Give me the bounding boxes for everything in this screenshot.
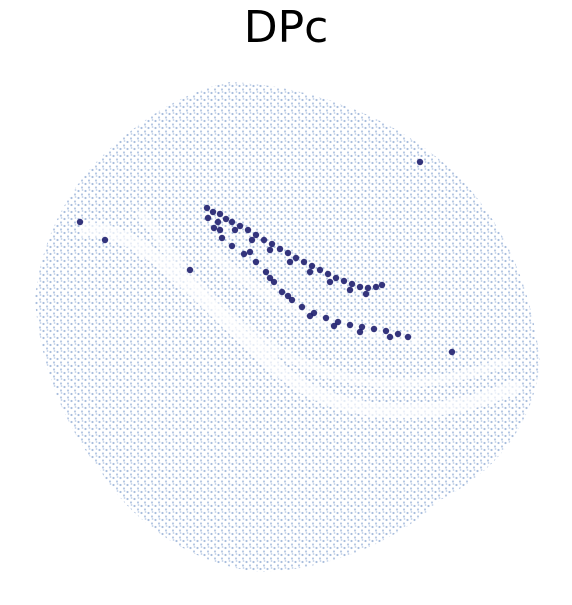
cell-point: [286, 258, 294, 266]
cell-point: [378, 281, 386, 289]
cell-point: [252, 258, 260, 266]
cell-point: [228, 218, 236, 226]
cell-point: [76, 218, 84, 226]
tissue-gap: [79, 222, 523, 419]
cell-point: [362, 290, 370, 298]
cell-point: [308, 262, 316, 270]
cell-point: [448, 348, 456, 356]
cell-point: [292, 254, 300, 262]
cell-point: [246, 248, 254, 256]
cell-point: [216, 226, 224, 234]
cell-point: [284, 292, 292, 300]
cell-point: [348, 280, 356, 288]
tissue-background: [35, 82, 540, 572]
cell-point: [306, 312, 314, 320]
cell-point: [394, 330, 402, 338]
cell-point: [382, 327, 390, 335]
cell-point: [372, 283, 380, 291]
cell-point: [288, 296, 296, 304]
cell-point: [322, 314, 330, 322]
cell-point: [214, 218, 222, 226]
cell-point: [340, 277, 348, 285]
cell-point: [332, 274, 340, 282]
cell-point: [203, 204, 211, 212]
cell-point: [404, 333, 412, 341]
cell-point: [334, 318, 342, 326]
cell-point: [416, 158, 424, 166]
cell-point: [370, 325, 378, 333]
cell-point: [216, 210, 224, 218]
cell-point: [101, 236, 109, 244]
cell-point: [330, 322, 338, 330]
cell-point: [300, 258, 308, 266]
cell-point: [231, 226, 239, 234]
cell-point: [364, 284, 372, 292]
cell-point: [324, 270, 332, 278]
cell-point: [204, 214, 212, 222]
cell-point: [276, 245, 284, 253]
cell-point: [252, 231, 260, 239]
cell-point: [326, 278, 334, 286]
cell-point: [266, 246, 274, 254]
tissue-gap: [205, 245, 421, 346]
cell-point: [218, 234, 226, 242]
cell-point: [306, 268, 314, 276]
tissue-region: [35, 82, 540, 572]
cell-point: [186, 266, 194, 274]
cell-point: [248, 236, 256, 244]
cell-point: [222, 215, 230, 223]
cell-point: [236, 222, 244, 230]
cell-point: [278, 288, 286, 296]
cell-point: [346, 321, 354, 329]
cell-point: [210, 224, 218, 232]
cell-point: [209, 208, 217, 216]
cell-point: [244, 226, 252, 234]
cell-point: [386, 333, 394, 341]
cell-point: [284, 249, 292, 257]
tissue-gap: [135, 207, 512, 389]
cell-point: [228, 242, 236, 250]
cell-point: [270, 278, 278, 286]
cell-point: [260, 236, 268, 244]
cell-point: [358, 323, 366, 331]
cell-point: [356, 283, 364, 291]
cell-point: [266, 274, 274, 282]
cell-point: [268, 240, 276, 248]
cell-point: [346, 286, 354, 294]
cell-point: [240, 250, 248, 258]
cell-point: [262, 268, 270, 276]
cell-point: [298, 303, 306, 311]
cell-point: [316, 266, 324, 274]
chart-title: DPc: [244, 2, 329, 53]
cell-point: [356, 328, 364, 336]
